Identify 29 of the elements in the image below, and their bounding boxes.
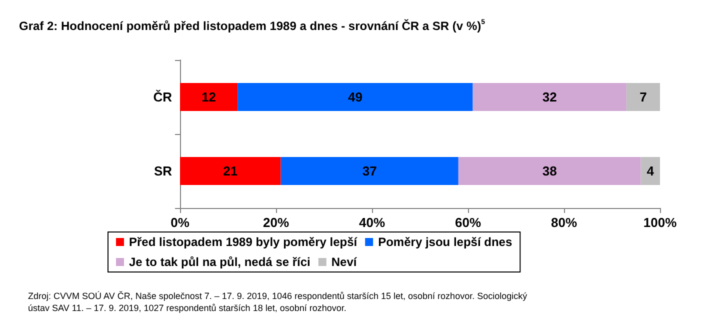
data-label: 4 [646,164,655,178]
legend-label: Neví [331,255,358,269]
y-tick-label: ČR [153,90,173,104]
legend-label: Poměry jsou lepší dnes [378,235,512,249]
x-tick-label: 20% [262,215,290,230]
bar [280,157,458,185]
bar [626,83,660,111]
x-tick-label: 40% [358,215,386,230]
legend-label: Před listopadem 1989 byly poměry lepší [129,235,358,249]
bar [640,157,660,185]
bar [180,83,238,111]
x-tick-label: 80% [550,215,578,230]
data-label: 38 [542,164,557,178]
data-label: 21 [223,164,238,178]
legend-label: Je to tak půl na půl, nedá se říci [129,255,310,269]
data-label: 12 [202,90,216,104]
data-label: 7 [640,90,647,104]
bar [472,83,626,111]
bar [180,157,281,185]
bar [458,157,641,185]
y-tick-label: SR [154,164,173,178]
data-label: 37 [362,164,377,178]
bar [238,83,473,111]
x-tick-label: 0% [170,215,190,230]
text: Zdroj: CVVM SOÚ AV ČR, Naše společnost 7. – 17. 9. 2019, 1046 respondentů starších 15 let, osobní rozhovor. Sociologický ústav SAV 11. – 17. 9. 2019, 1027 respondentů starších 18 let, osobní rozhovor. [28,291,530,313]
data-label: 49 [348,90,362,104]
data-label: 32 [542,90,557,104]
x-tick-label: 100% [643,215,678,230]
x-tick-label: 60% [454,215,482,230]
